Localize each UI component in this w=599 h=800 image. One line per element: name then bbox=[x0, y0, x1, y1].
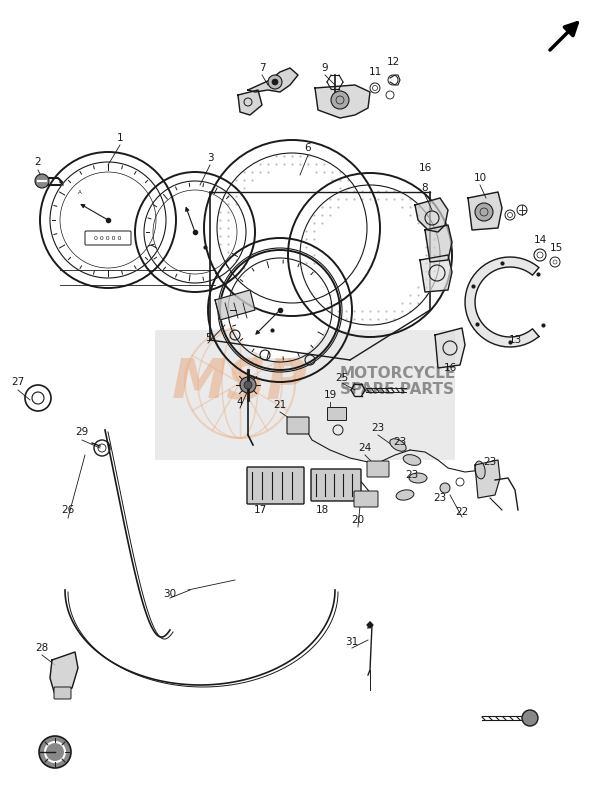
Circle shape bbox=[475, 203, 493, 221]
Text: 23: 23 bbox=[406, 470, 419, 480]
Polygon shape bbox=[215, 290, 255, 320]
FancyBboxPatch shape bbox=[54, 687, 71, 699]
Polygon shape bbox=[238, 90, 262, 115]
Text: MSP: MSP bbox=[172, 356, 308, 410]
Text: 19: 19 bbox=[323, 390, 337, 400]
Text: 12: 12 bbox=[386, 57, 400, 67]
Text: 0 0 0 0 0: 0 0 0 0 0 bbox=[94, 235, 122, 241]
FancyBboxPatch shape bbox=[247, 467, 304, 504]
Circle shape bbox=[331, 91, 349, 109]
FancyBboxPatch shape bbox=[311, 469, 361, 501]
Circle shape bbox=[147, 184, 243, 280]
Text: 30: 30 bbox=[164, 589, 177, 599]
Text: 10: 10 bbox=[473, 173, 486, 183]
Text: 11: 11 bbox=[368, 67, 382, 77]
Polygon shape bbox=[415, 198, 448, 232]
Circle shape bbox=[240, 377, 256, 393]
Text: 25: 25 bbox=[335, 373, 349, 383]
Circle shape bbox=[268, 75, 282, 89]
Ellipse shape bbox=[396, 490, 414, 500]
Text: 24: 24 bbox=[358, 443, 371, 453]
Polygon shape bbox=[435, 328, 465, 368]
Text: 15: 15 bbox=[549, 243, 562, 253]
Text: 8: 8 bbox=[422, 183, 428, 193]
Text: 23: 23 bbox=[371, 423, 385, 433]
Ellipse shape bbox=[403, 454, 420, 466]
Text: 26: 26 bbox=[61, 505, 75, 515]
FancyBboxPatch shape bbox=[328, 407, 346, 421]
FancyBboxPatch shape bbox=[155, 330, 455, 460]
Text: 16: 16 bbox=[418, 163, 432, 173]
Polygon shape bbox=[468, 192, 502, 230]
Text: 2: 2 bbox=[35, 157, 41, 167]
Text: 17: 17 bbox=[253, 505, 267, 515]
Text: 17: 17 bbox=[270, 482, 280, 490]
Polygon shape bbox=[465, 257, 539, 347]
Ellipse shape bbox=[475, 461, 485, 479]
Text: 28: 28 bbox=[35, 643, 49, 653]
Text: 23: 23 bbox=[483, 457, 497, 467]
Text: A: A bbox=[78, 190, 82, 194]
Text: 27: 27 bbox=[11, 377, 25, 387]
Text: 23: 23 bbox=[394, 437, 407, 447]
Text: 21: 21 bbox=[273, 400, 287, 410]
FancyBboxPatch shape bbox=[287, 417, 309, 434]
Ellipse shape bbox=[409, 473, 427, 483]
Circle shape bbox=[220, 156, 364, 300]
Text: 13: 13 bbox=[509, 335, 522, 345]
Text: 29: 29 bbox=[75, 427, 89, 437]
Circle shape bbox=[35, 174, 49, 188]
Circle shape bbox=[522, 710, 538, 726]
Text: 20: 20 bbox=[352, 515, 365, 525]
Circle shape bbox=[244, 381, 252, 389]
Polygon shape bbox=[50, 652, 78, 695]
Text: 14: 14 bbox=[533, 235, 547, 245]
Text: 23: 23 bbox=[433, 493, 447, 503]
Text: 31: 31 bbox=[346, 637, 359, 647]
Text: 9: 9 bbox=[322, 63, 328, 73]
Text: 4: 4 bbox=[237, 397, 243, 407]
Text: 6: 6 bbox=[305, 143, 311, 153]
Polygon shape bbox=[475, 460, 500, 498]
FancyBboxPatch shape bbox=[354, 491, 378, 507]
Circle shape bbox=[53, 165, 163, 275]
Polygon shape bbox=[425, 225, 452, 262]
Text: MOTORCYCLE: MOTORCYCLE bbox=[340, 366, 456, 381]
Polygon shape bbox=[420, 255, 452, 292]
Ellipse shape bbox=[390, 438, 406, 451]
Text: 1: 1 bbox=[117, 133, 123, 143]
Circle shape bbox=[39, 736, 71, 768]
Circle shape bbox=[231, 261, 329, 359]
FancyBboxPatch shape bbox=[367, 461, 389, 477]
Circle shape bbox=[440, 483, 450, 493]
FancyBboxPatch shape bbox=[85, 231, 131, 245]
Polygon shape bbox=[248, 68, 298, 92]
Text: SPARE PARTS: SPARE PARTS bbox=[340, 382, 454, 398]
Text: 3: 3 bbox=[207, 153, 213, 163]
Text: 7: 7 bbox=[259, 63, 265, 73]
Text: 5: 5 bbox=[205, 333, 211, 343]
Polygon shape bbox=[367, 622, 373, 628]
Circle shape bbox=[272, 79, 278, 85]
Polygon shape bbox=[315, 85, 370, 118]
Text: 22: 22 bbox=[455, 507, 468, 517]
Text: 16: 16 bbox=[443, 363, 456, 373]
Circle shape bbox=[303, 188, 437, 322]
Text: 18: 18 bbox=[316, 505, 329, 515]
